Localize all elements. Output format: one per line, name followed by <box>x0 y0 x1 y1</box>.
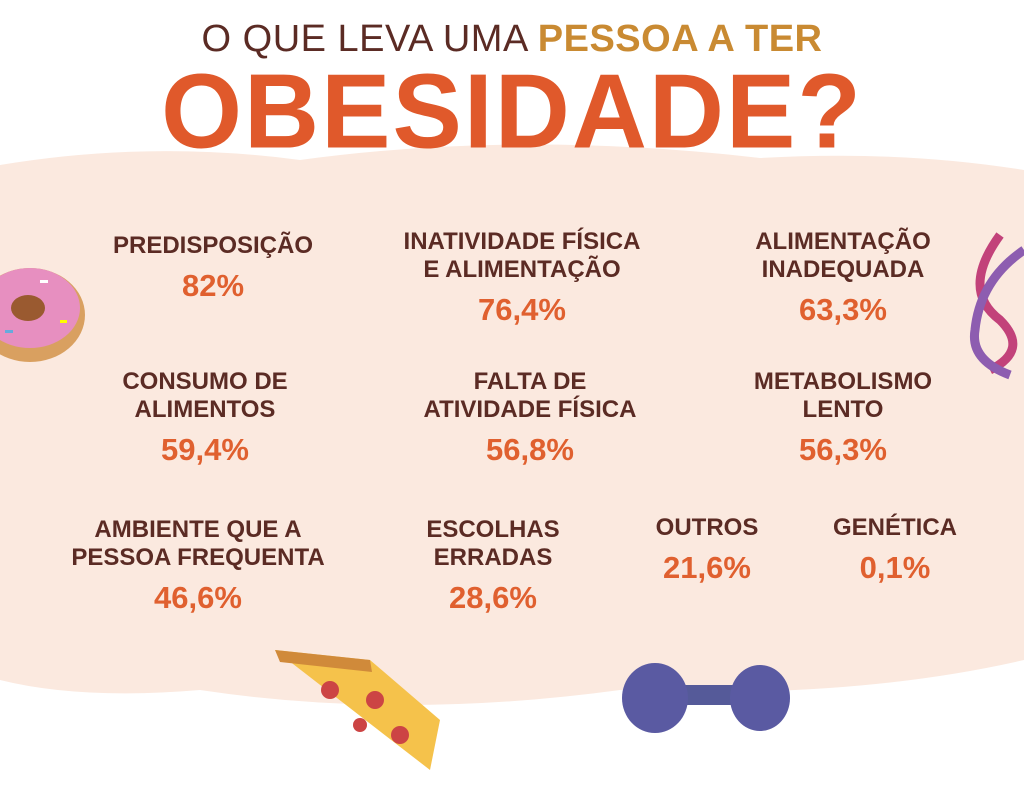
stat-label: ATIVIDADE FÍSICA <box>423 396 637 423</box>
stat-item: CONSUMO DE ALIMENTOS 59,4% <box>122 368 287 468</box>
stat-label: GENÉTICA <box>832 514 958 541</box>
stat-label: METABOLISMO <box>753 368 933 395</box>
stat-label: OUTROS <box>655 514 759 541</box>
stat-item: PREDISPOSIÇÃO 82% <box>113 232 313 304</box>
stat-item: INATIVIDADE FÍSICA E ALIMENTAÇÃO 76,4% <box>404 228 641 328</box>
stat-value: 46,6% <box>154 580 242 615</box>
stat-value: 56,8% <box>486 432 574 467</box>
stat-label: LENTO <box>802 396 884 423</box>
stat-item: ESCOLHAS ERRADAS 28,6% <box>426 516 559 616</box>
stat-value: 59,4% <box>161 432 249 467</box>
stat-label: ESCOLHAS <box>426 516 560 543</box>
stat-value: 21,6% <box>663 550 751 585</box>
pizza-icon <box>275 650 440 770</box>
dumbbell-icon <box>622 663 790 733</box>
stat-item: GENÉTICA 0,1% <box>833 514 957 586</box>
stat-label: CONSUMO DE <box>122 368 288 395</box>
stat-label: FALTA DE <box>473 368 587 395</box>
stat-label: E ALIMENTAÇÃO <box>423 256 621 283</box>
dna-icon <box>969 232 1024 380</box>
stat-item: OUTROS 21,6% <box>656 514 759 586</box>
stat-value: 56,3% <box>799 432 887 467</box>
stat-label: ALIMENTAÇÃO <box>755 228 931 255</box>
stat-item: METABOLISMO LENTO 56,3% <box>754 368 932 468</box>
stat-value: 28,6% <box>449 580 537 615</box>
stat-label: ERRADAS <box>433 544 553 571</box>
stat-value: 0,1% <box>859 550 931 585</box>
stat-value: 76,4% <box>478 292 566 327</box>
title-line: O QUE LEVA UMA PESSOA A TER <box>0 18 1024 61</box>
main-title: OBESIDADE? <box>161 52 863 172</box>
stat-label: AMBIENTE QUE A <box>94 516 302 543</box>
stat-label: INADEQUADA <box>761 256 925 283</box>
stat-value: 63,3% <box>799 292 887 327</box>
stat-item: AMBIENTE QUE A PESSOA FREQUENTA 46,6% <box>71 516 324 616</box>
stat-label: PREDISPOSIÇÃO <box>112 232 314 259</box>
title-start: O QUE LEVA UMA <box>201 18 527 60</box>
donut-icon <box>0 268 85 362</box>
background-brush <box>0 144 1024 705</box>
stat-item: FALTA DE ATIVIDADE FÍSICA 56,8% <box>424 368 637 468</box>
stat-label: ALIMENTOS <box>134 396 276 423</box>
stat-label: INATIVIDADE FÍSICA <box>403 228 641 255</box>
stat-value: 82% <box>181 268 245 303</box>
title-highlight: PESSOA A TER <box>537 18 823 60</box>
stat-label: PESSOA FREQUENTA <box>71 544 325 571</box>
stat-item: ALIMENTAÇÃO INADEQUADA 63,3% <box>755 228 931 328</box>
